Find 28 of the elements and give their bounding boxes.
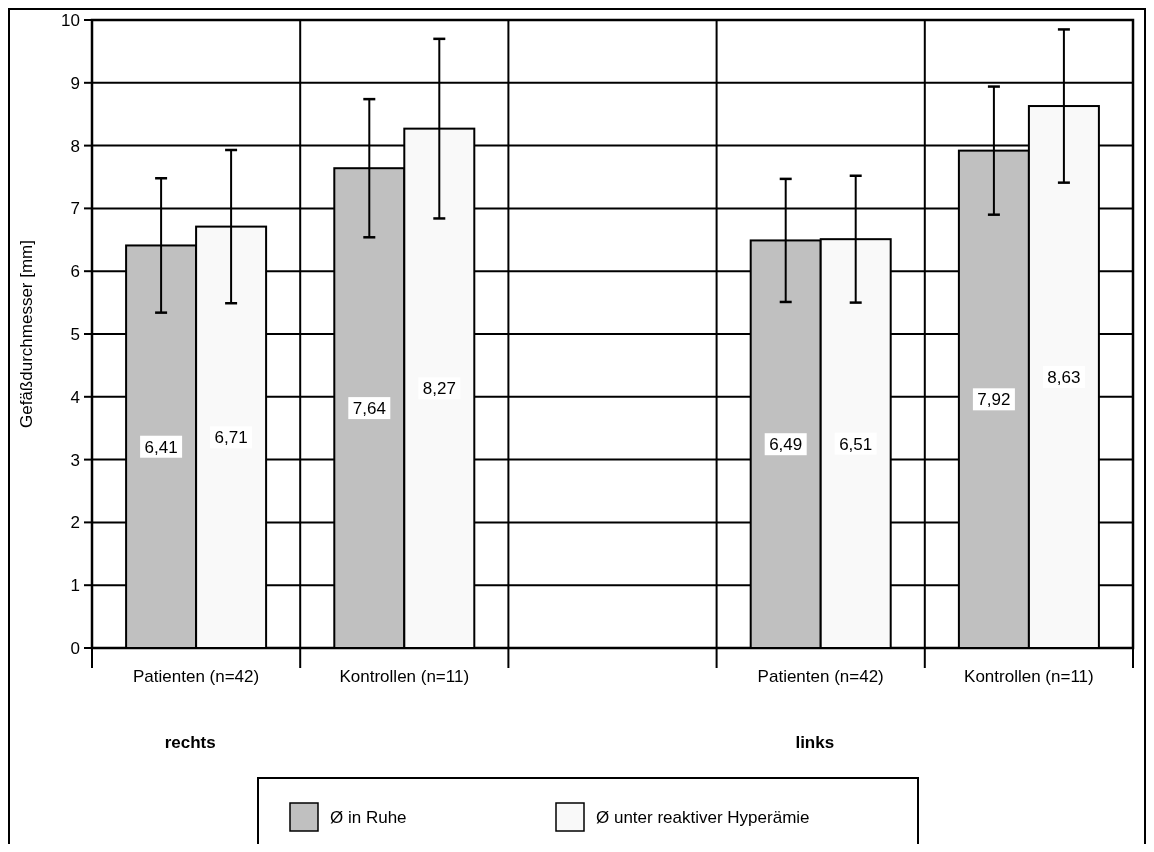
data-label: 6,51: [839, 434, 873, 454]
y-tick-label: 5: [70, 325, 80, 344]
legend-label: Ø unter reaktiver Hyperämie: [596, 808, 810, 827]
y-tick-label: 8: [70, 136, 80, 156]
y-tick-label: 7: [70, 199, 80, 219]
data-label: 8,27: [422, 379, 456, 399]
y-tick-label: 10: [61, 11, 80, 30]
x-tick-label: Kontrollen (n=11): [964, 667, 1094, 686]
text: links: [795, 733, 835, 752]
data-label: 7,92: [977, 390, 1011, 410]
y-tick-label: 4: [70, 387, 80, 407]
y-tick-label: 3: [70, 450, 80, 470]
data-label: 6,49: [769, 435, 803, 455]
x-tick-label: Patienten (n=42): [133, 667, 260, 686]
y-axis-title: Gefäßdurchmesser [mm]: [17, 240, 36, 428]
y-tick-label: 1: [70, 576, 80, 596]
x-tick-label: Kontrollen (n=11): [339, 667, 470, 686]
text: rechts: [164, 733, 216, 752]
y-tick-label: 0: [70, 639, 80, 658]
legend-label: Ø in Ruhe: [330, 808, 407, 827]
data-label: 6,41: [144, 437, 178, 457]
y-tick-label: 6: [70, 262, 80, 282]
y-tick-label: 9: [70, 73, 80, 93]
x-tick-label: Patienten (n=42): [757, 667, 884, 686]
data-label: 7,64: [352, 399, 386, 419]
y-tick-label: 2: [70, 513, 80, 533]
data-label: 6,71: [214, 428, 248, 448]
data-label: 8,63: [1047, 368, 1081, 388]
